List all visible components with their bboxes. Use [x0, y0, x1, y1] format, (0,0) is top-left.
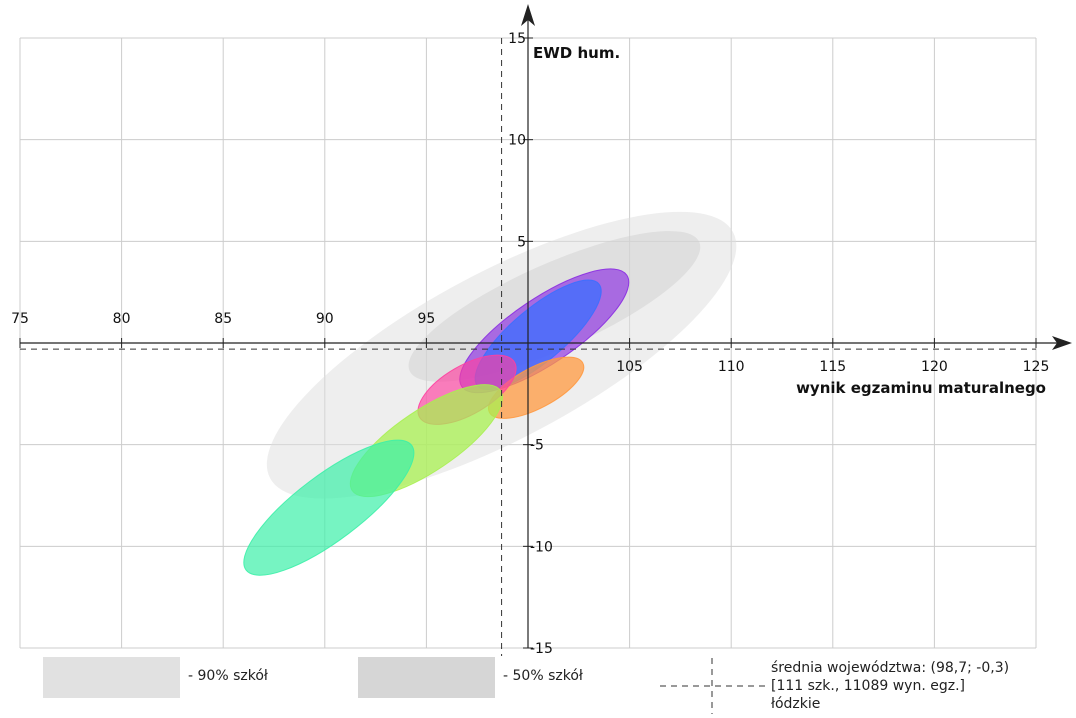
y-tick-label-10: 10 — [508, 133, 526, 149]
y-tick-label-5: 5 — [517, 234, 526, 250]
x-axis-arrow — [1052, 336, 1072, 350]
legend-swatch-90 — [43, 657, 180, 698]
x-tick-label-90: 90 — [316, 311, 334, 327]
x-tick-label-125: 125 — [1023, 359, 1050, 375]
x-tick-label-75: 75 — [11, 311, 29, 327]
y-tick-label--15: -15 — [530, 641, 553, 657]
mean-legend-line1: średnia województwa: (98,7; -0,3) — [771, 660, 1009, 676]
x-tick-label-80: 80 — [113, 311, 131, 327]
axes — [20, 4, 1072, 656]
mean-legend-line3: łódzkie — [771, 696, 820, 712]
legend-label-90: - 90% szkół — [188, 668, 268, 684]
x-tick-label-115: 115 — [819, 359, 846, 375]
legend: - 90% szkół - 50% szkół średnia wojewódz… — [43, 657, 1009, 714]
y-tick-label--10: -10 — [530, 539, 553, 555]
ellipse-layer — [243, 211, 737, 576]
x-tick-label-120: 120 — [921, 359, 948, 375]
y-axis-title: EWD hum. — [533, 44, 620, 62]
x-tick-label-110: 110 — [718, 359, 745, 375]
school-ellipse-7 — [243, 439, 415, 576]
y-tick-label--5: -5 — [530, 438, 544, 454]
x-axis-title: wynik egzaminu maturalnego — [796, 379, 1046, 397]
y-tick-label-15: 15 — [508, 31, 526, 47]
x-tick-label-105: 105 — [616, 359, 643, 375]
y-axis-arrow — [521, 4, 535, 26]
tick-labels: 7580859095100105110115120125-15-10-50510… — [11, 31, 1049, 657]
x-tick-label-85: 85 — [214, 311, 232, 327]
legend-label-50: - 50% szkół — [503, 668, 583, 684]
x-tick-label-95: 95 — [417, 311, 435, 327]
mean-legend-line2: [111 szk., 11089 wyn. egz.] — [771, 678, 965, 694]
legend-swatch-50 — [358, 657, 495, 698]
